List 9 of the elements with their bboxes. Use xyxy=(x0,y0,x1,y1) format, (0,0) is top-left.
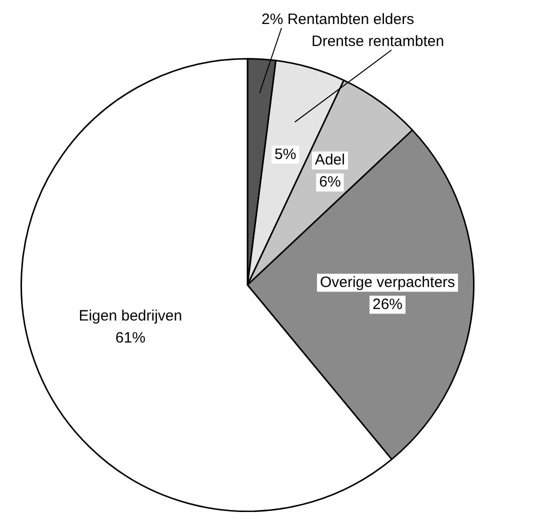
data-label: 61% xyxy=(115,329,146,346)
data-label: 5% xyxy=(274,146,296,163)
slice-label: Drentse rentambten xyxy=(312,33,444,50)
slice-label: 2% Rentambten elders xyxy=(262,11,414,28)
data-label: 6% xyxy=(319,174,341,191)
slice-label: Overige verpachters xyxy=(320,274,456,291)
data-label: 26% xyxy=(372,296,403,313)
slice-label: Adel xyxy=(314,152,345,169)
slice-label: Eigen bedrijven xyxy=(78,307,182,324)
